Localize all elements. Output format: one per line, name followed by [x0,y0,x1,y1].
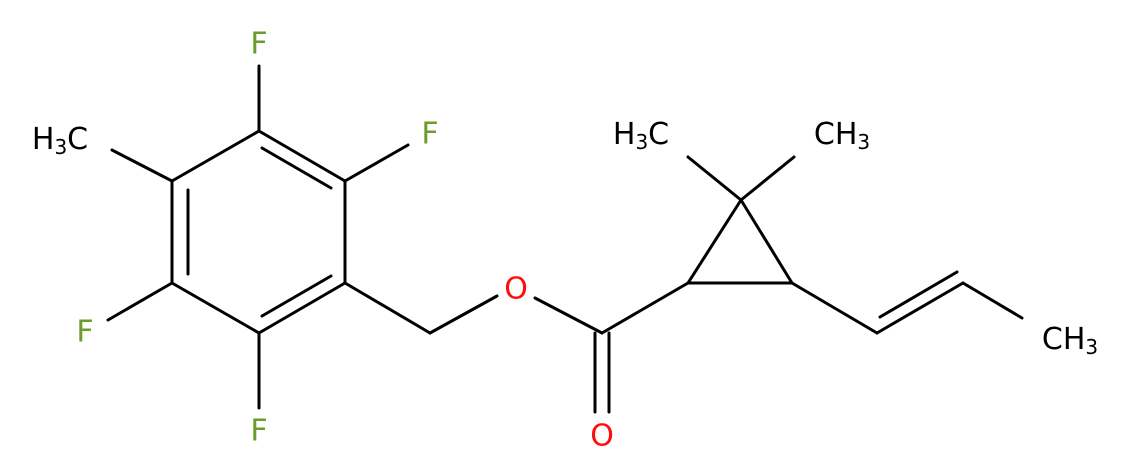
element-symbol: C [1042,322,1063,357]
element-symbol: C [814,117,835,152]
subscript: 3 [1085,335,1098,359]
atom-label: O [504,272,528,307]
bonds [106,64,1024,414]
atom-label: H3C [613,117,669,154]
subscript: 3 [635,130,648,154]
element-symbol: C [648,117,669,152]
atom-label: F [421,117,438,152]
element-symbol: C [67,122,88,157]
element-symbol: H [835,117,858,152]
element-symbol: H [1063,322,1086,357]
subscript: 3 [54,135,67,159]
atom-label: H3C [32,122,88,159]
atom-label: F [250,27,267,62]
subscript: 3 [857,130,870,154]
atom-label: CH3 [814,117,870,154]
element-symbol: H [613,117,636,152]
atom-label: F [76,315,93,350]
atom-label: O [590,419,614,454]
atom-label: F [250,414,267,449]
atom-label: CH3 [1042,322,1098,359]
element-symbol: H [32,122,55,157]
